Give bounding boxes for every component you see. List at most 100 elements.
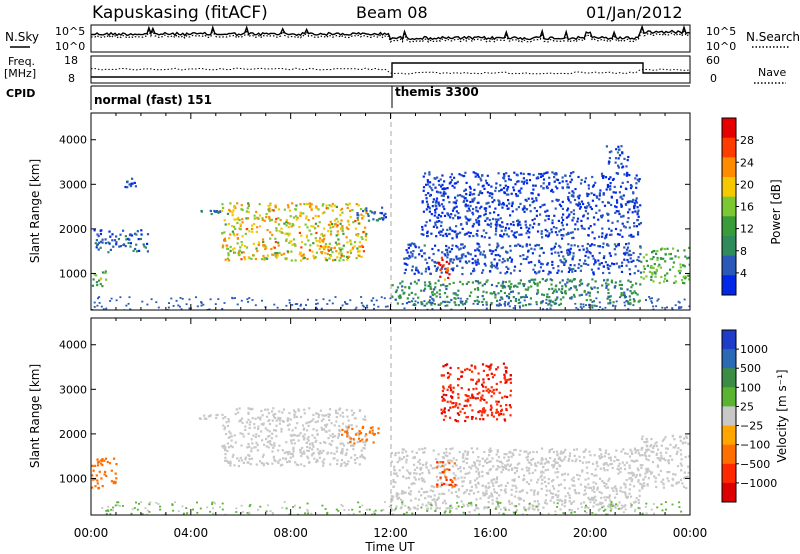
data-pixel: [401, 500, 404, 503]
data-pixel: [455, 464, 458, 467]
data-pixel: [497, 504, 500, 507]
ground-scatter-pixel: [556, 506, 559, 508]
ground-scatter-pixel: [403, 307, 406, 310]
data-pixel: [393, 465, 396, 468]
data-pixel: [310, 208, 313, 211]
data-pixel: [200, 209, 203, 213]
data-pixel: [484, 219, 487, 222]
data-pixel: [330, 452, 333, 455]
data-pixel: [493, 478, 496, 481]
data-pixel: [467, 450, 470, 454]
data-pixel: [238, 420, 241, 423]
data-pixel: [439, 461, 442, 464]
ground-scatter-pixel: [608, 503, 611, 506]
data-pixel: [642, 265, 645, 268]
data-pixel: [616, 504, 619, 507]
data-pixel: [345, 226, 348, 229]
data-pixel: [440, 185, 443, 188]
data-pixel: [306, 449, 309, 452]
data-pixel: [639, 283, 642, 286]
data-pixel: [469, 187, 472, 190]
data-pixel: [427, 469, 430, 472]
data-pixel: [612, 301, 615, 304]
data-pixel: [421, 228, 424, 231]
data-pixel: [278, 422, 281, 425]
data-pixel: [99, 246, 102, 249]
data-pixel: [244, 232, 247, 235]
data-pixel: [558, 230, 561, 233]
data-pixel: [396, 474, 399, 478]
data-pixel: [490, 303, 493, 306]
data-pixel: [496, 459, 499, 462]
data-pixel: [615, 449, 618, 452]
ground-scatter-pixel: [292, 506, 295, 508]
nsky-label: N.Sky: [5, 30, 39, 44]
data-pixel: [340, 252, 343, 255]
data-pixel: [485, 492, 488, 495]
data-pixel: [278, 444, 281, 447]
data-pixel: [633, 225, 636, 228]
data-pixel: [544, 219, 547, 222]
data-pixel: [572, 476, 575, 479]
data-pixel: [614, 455, 617, 458]
data-pixel: [605, 282, 608, 285]
data-pixel: [536, 481, 539, 484]
data-pixel: [274, 237, 277, 240]
data-pixel: [577, 245, 580, 248]
data-pixel: [625, 299, 628, 303]
data-pixel: [101, 464, 104, 467]
data-pixel: [264, 247, 267, 251]
data-pixel: [501, 286, 504, 289]
data-pixel: [286, 419, 289, 422]
ground-scatter-pixel: [351, 508, 354, 511]
data-pixel: [532, 504, 535, 507]
data-pixel: [570, 268, 573, 271]
velocity-x-ticks: [90, 318, 691, 515]
data-pixel: [442, 199, 445, 202]
data-pixel: [285, 441, 288, 444]
data-pixel: [618, 148, 621, 151]
data-pixel: [591, 243, 594, 246]
data-pixel: [608, 252, 611, 255]
data-pixel: [445, 248, 448, 251]
data-pixel: [519, 262, 523, 266]
data-pixel: [489, 404, 493, 407]
data-pixel: [612, 191, 615, 194]
data-pixel: [457, 488, 460, 491]
data-pixel: [322, 449, 325, 452]
data-pixel: [504, 488, 507, 491]
ground-scatter-pixel: [213, 501, 216, 504]
y-tick-label: 2000: [59, 223, 87, 236]
data-pixel: [505, 189, 509, 192]
data-pixel: [143, 245, 146, 248]
data-pixel: [228, 430, 231, 433]
data-pixel: [393, 472, 396, 475]
data-pixel: [362, 215, 365, 218]
data-pixel: [556, 467, 559, 470]
data-pixel: [523, 478, 526, 481]
ground-scatter-pixel: [520, 296, 523, 299]
velocity-ylabel: Slant Range [km]: [28, 364, 42, 468]
data-pixel: [265, 415, 269, 418]
data-pixel: [454, 405, 457, 408]
data-pixel: [495, 400, 498, 403]
data-pixel: [534, 271, 537, 274]
data-pixel: [297, 463, 300, 467]
data-pixel: [225, 459, 228, 462]
data-pixel: [536, 284, 539, 287]
data-pixel: [624, 226, 627, 229]
data-pixel: [544, 458, 547, 461]
data-pixel: [346, 435, 349, 438]
data-pixel: [465, 205, 468, 208]
data-pixel: [223, 426, 227, 429]
data-pixel: [256, 226, 259, 229]
data-pixel: [222, 206, 225, 210]
data-pixel: [633, 222, 636, 225]
data-pixel: [424, 491, 427, 494]
data-pixel: [629, 472, 632, 475]
data-pixel: [475, 218, 478, 221]
data-pixel: [351, 248, 354, 251]
data-pixel: [514, 484, 517, 487]
data-pixel: [489, 367, 492, 370]
data-pixel: [577, 197, 580, 200]
